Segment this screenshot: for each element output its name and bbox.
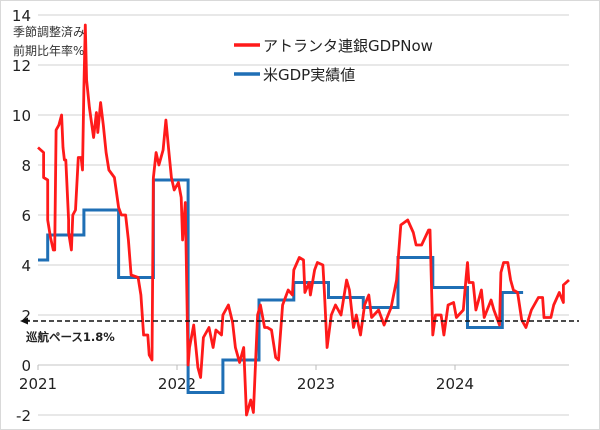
y-tick-label: 6 — [21, 207, 31, 225]
x-tick-label: 2024 — [436, 375, 474, 393]
series-gdpnow — [37, 23, 570, 417]
cruise-pace-line — [20, 317, 579, 325]
legend-label-gdpnow: アトランタ連銀GDPNow — [263, 37, 433, 55]
y-axis-label-line2: 前期比年率% — [13, 43, 84, 58]
arrow-left-icon — [20, 317, 28, 325]
y-tick-label: -2 — [16, 407, 31, 425]
y-tick-label: 0 — [21, 357, 31, 375]
legend: アトランタ連銀GDPNow 米GDP実績値 — [234, 37, 433, 84]
x-tick-label: 2021 — [19, 375, 57, 393]
legend-label-actual: 米GDP実績値 — [263, 66, 355, 84]
x-tick-labels: 2021 2022 2023 2024 — [19, 375, 474, 393]
cruise-pace-label: 巡航ペース1.8% — [26, 330, 115, 344]
x-tick-label: 2022 — [158, 375, 196, 393]
y-tick-label: 4 — [21, 257, 31, 275]
y-tick-label: 10 — [12, 107, 31, 125]
y-tick-label: 8 — [21, 157, 31, 175]
y-tick-labels: -2 0 2 4 6 8 10 12 14 — [12, 7, 31, 425]
y-tick-label: 2 — [21, 307, 31, 325]
actual-gdp-line — [38, 178, 524, 394]
x-tick-label: 2023 — [297, 375, 335, 393]
y-axis-label-line1: 季節調整済み — [13, 24, 85, 39]
y-tick-label: 14 — [12, 7, 31, 25]
y-tick-label: 12 — [12, 57, 31, 75]
series-actual-gdp — [38, 178, 524, 394]
